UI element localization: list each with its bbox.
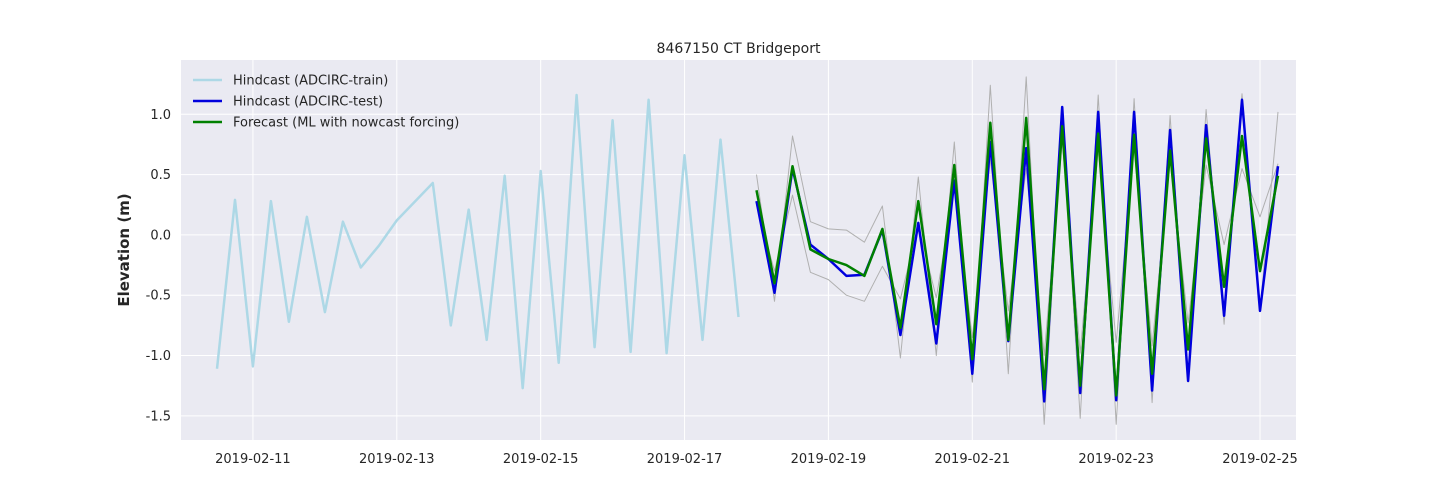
chart-title: 8467150 CT Bridgeport [657,41,821,57]
y-axis-label: Elevation (m) [115,193,133,306]
x-tick-label: 2019-02-23 [1078,452,1154,467]
legend-label: Hindcast (ADCIRC-train) [233,74,388,89]
x-tick-label: 2019-02-13 [359,452,435,467]
y-tick-label: 1.0 [150,108,171,123]
plot-background [181,60,1296,440]
legend-label: Hindcast (ADCIRC-test) [233,95,383,110]
x-tick-label: 2019-02-25 [1222,452,1298,467]
x-axis-ticks: 2019-02-11 2019-02-13 2019-02-15 2019-02-17… [215,452,1298,467]
legend-label: Forecast (ML with nowcast forcing) [233,116,459,131]
series-line-adcirc-train [215,93,740,390]
x-tick-label: 2019-02-21 [935,452,1011,467]
legend: Hindcast (ADCIRC-train) Hindcast (ADCIRC-… [193,74,459,131]
y-tick-label: 0.5 [150,168,171,183]
y-tick-label: -1.5 [146,409,171,424]
x-tick-label: 2019-02-17 [647,452,723,467]
y-tick-label: -0.5 [146,289,171,304]
y-tick-label: 0.0 [150,228,171,243]
x-tick-label: 2019-02-11 [215,452,291,467]
series-line-adcirc-test [755,98,1280,403]
x-tick-label: 2019-02-15 [503,452,579,467]
y-tick-label: -1.0 [146,349,171,364]
series-layer [215,76,1280,425]
series-line-forecast-ml [755,116,1280,397]
x-tick-label: 2019-02-19 [791,452,867,467]
y-axis-ticks: -1.5 -1.0 -0.5 0.0 0.5 1.0 [146,108,171,425]
